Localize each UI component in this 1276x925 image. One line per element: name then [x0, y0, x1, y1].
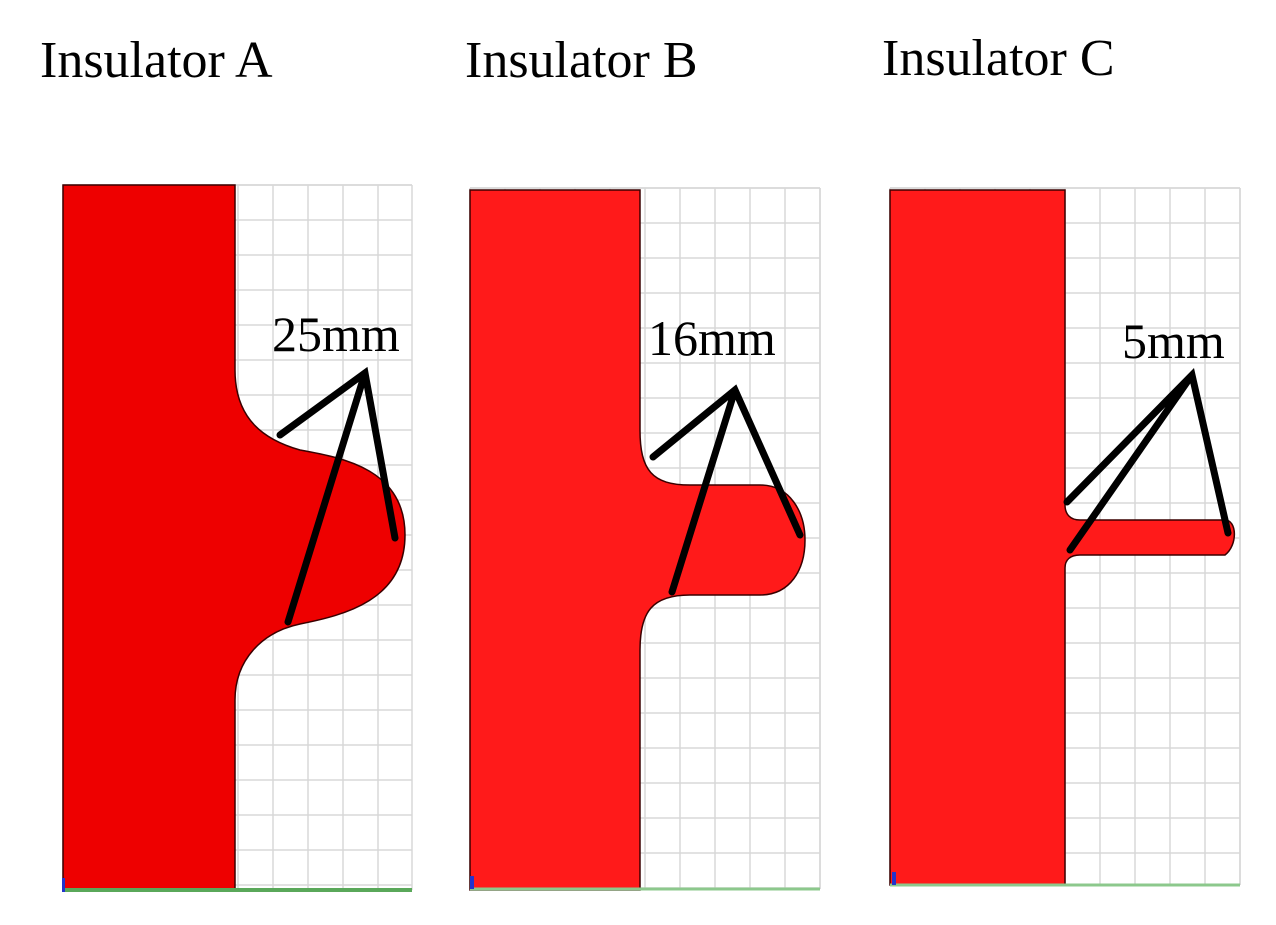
insulator-shape — [889, 189, 1236, 886]
panel-c: Insulator C 5mm — [882, 30, 1240, 887]
origin-mark — [470, 876, 474, 889]
dimension-label: 16mm — [648, 310, 776, 366]
origin-mark — [62, 878, 65, 892]
panel-b: Insulator B 16mm — [465, 32, 820, 891]
leader-lines — [1063, 367, 1232, 554]
panel-title: Insulator C — [882, 30, 1115, 87]
insulator-shape — [62, 184, 406, 891]
panel-title: Insulator B — [465, 32, 698, 89]
panel-a: Insulator A 25mm — [40, 32, 412, 892]
panel-title: Insulator A — [40, 32, 273, 89]
insulator-shape — [469, 189, 806, 891]
origin-mark — [892, 872, 896, 885]
leader-lines — [276, 366, 399, 626]
leader-lines — [649, 384, 804, 596]
dimension-label: 5mm — [1122, 313, 1225, 369]
dimension-label: 25mm — [272, 306, 400, 362]
